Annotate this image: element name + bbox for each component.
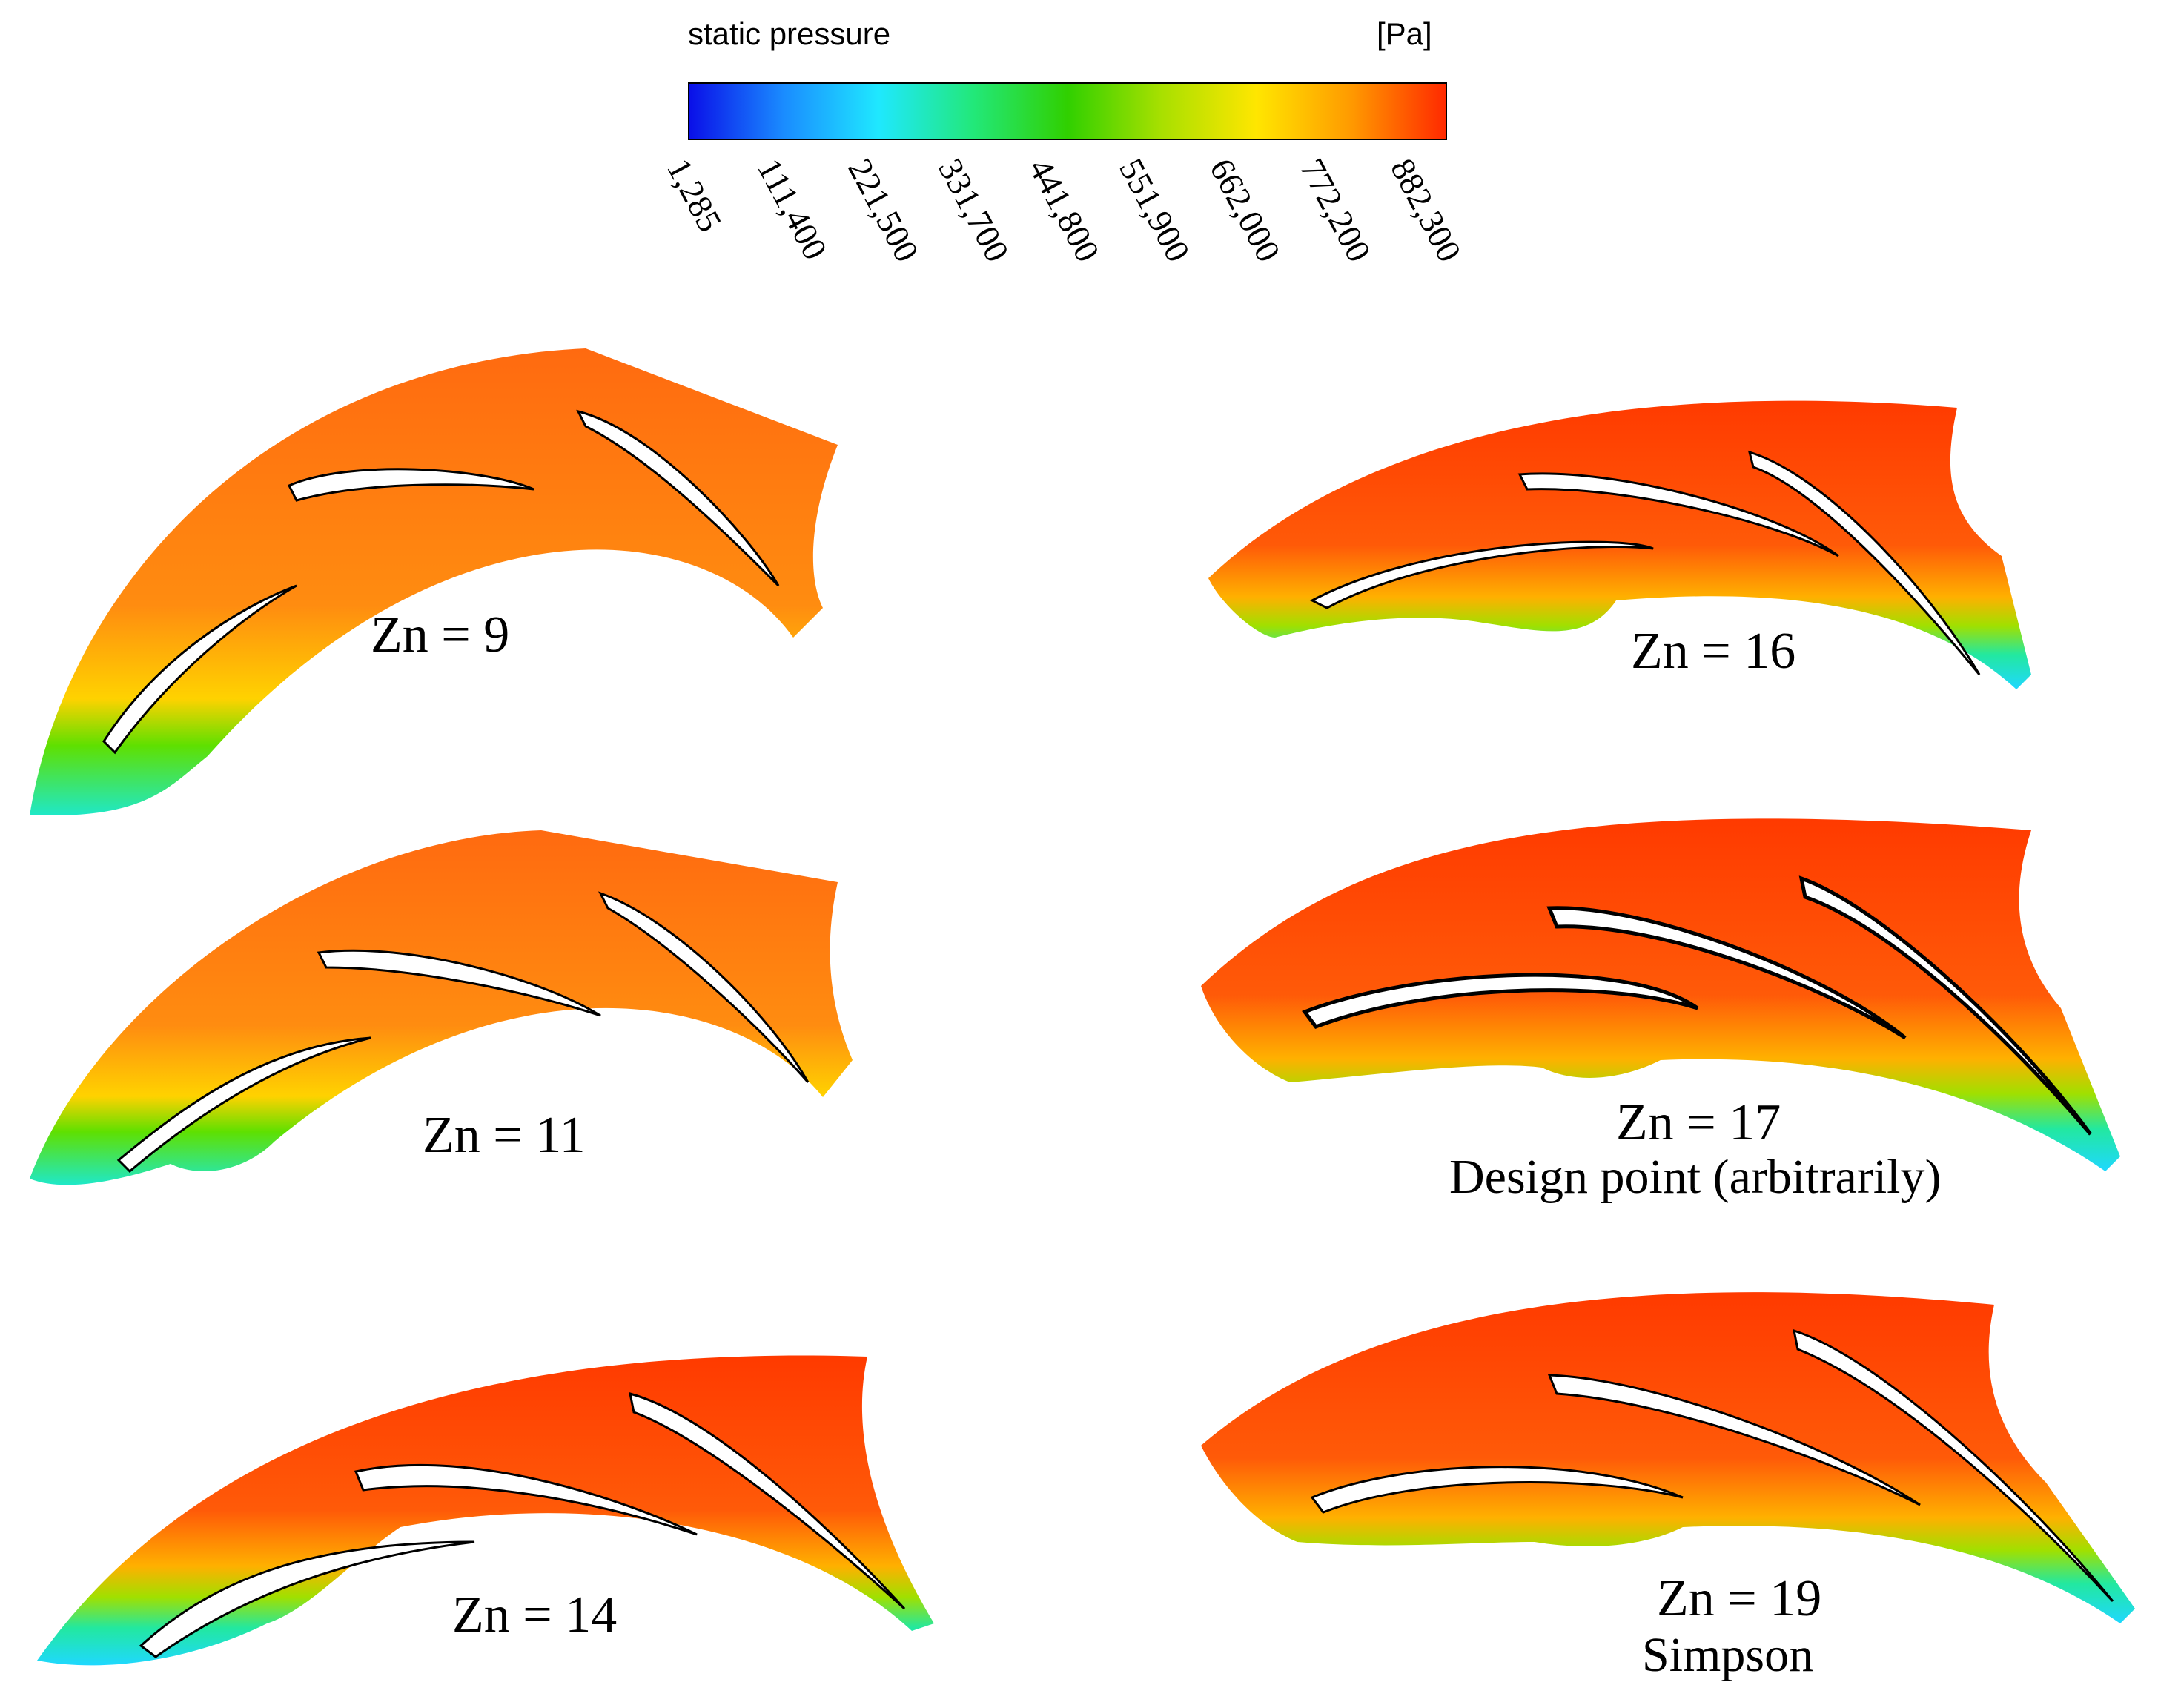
panel-label-zn11: Zn = 11 — [423, 1107, 586, 1164]
tick-label-8: 882,300 — [1383, 152, 1469, 268]
impeller-passage-zn14 — [37, 1355, 934, 1666]
tick-label-4: 441,800 — [1022, 152, 1108, 268]
tick-label-6: 662,000 — [1202, 152, 1288, 268]
tick-label-5: 551,900 — [1112, 152, 1198, 268]
tick-label-0: 1,285 — [660, 152, 729, 238]
colorbar-gradient — [689, 84, 1446, 139]
tick-label-1: 111,400 — [750, 152, 835, 266]
panel-sublabel-zn19: Simpson — [1642, 1628, 1814, 1682]
impeller-passage-zn9 — [30, 348, 838, 815]
panel-label-zn9: Zn = 9 — [371, 606, 510, 663]
legend-unit: [Pa] — [1377, 16, 1432, 51]
impeller-passage-zn11 — [30, 830, 853, 1185]
tick-label-3: 331,700 — [931, 152, 1017, 268]
contour-panel-zn16: Zn = 16 — [1201, 363, 2046, 715]
contour-panel-zn17: Zn = 17 Design point (arbitrarily) — [1186, 786, 2135, 1205]
impeller-passage-zn16 — [1208, 400, 2031, 689]
pressure-colorbar — [688, 82, 1447, 140]
legend-title: static pressure — [688, 16, 891, 51]
panel-label-zn16: Zn = 16 — [1631, 623, 1796, 680]
contour-panel-zn9: Zn = 9 — [22, 341, 867, 864]
panel-sublabel-zn17: Design point (arbitrarily) — [1449, 1150, 1942, 1204]
contour-panel-zn14: Zn = 14 — [30, 1312, 949, 1687]
impeller-passage-zn19 — [1201, 1292, 2135, 1623]
impeller-passage-zn17 — [1201, 818, 2120, 1171]
tick-label-7: 772,200 — [1293, 152, 1379, 268]
contour-panel-zn19: Zn = 19 Simpson — [1194, 1260, 2142, 1682]
contour-panel-zn11: Zn = 11 — [22, 823, 867, 1212]
panel-label-zn14: Zn = 14 — [452, 1586, 618, 1644]
panel-label-zn19: Zn = 19 — [1657, 1570, 1822, 1627]
tick-label-2: 221,500 — [841, 152, 927, 268]
panel-label-zn17: Zn = 17 — [1616, 1094, 1781, 1151]
